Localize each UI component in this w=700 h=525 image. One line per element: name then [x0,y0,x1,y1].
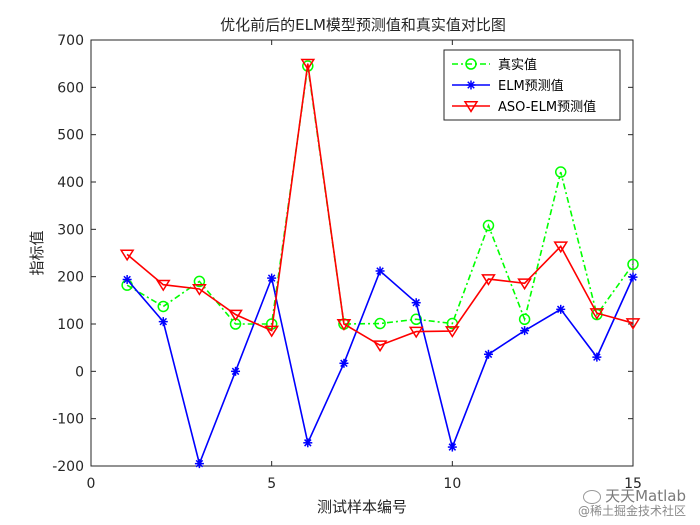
data-point [303,438,313,448]
legend-entry: ASO-ELM预测值 [452,99,596,115]
x-axis-label: 测试样本编号 [317,498,407,516]
y-tick-label: 300 [57,222,84,238]
data-point [444,326,460,338]
data-point [627,258,639,271]
data-point [556,304,566,314]
watermark-line1: 天天Matlab [605,487,686,505]
legend-marker [466,80,476,90]
data-point [625,318,641,330]
data-point [122,275,132,285]
x-tick-label: 15 [624,476,642,492]
watermark-line2: @稀土掘金技术社区 [577,504,686,518]
legend-marker [463,101,479,113]
data-point [155,279,171,292]
data-point [231,366,241,376]
y-tick-label: 600 [57,80,84,96]
data-point [628,272,638,282]
x-tick-label: 5 [267,476,276,492]
data-point [374,317,386,330]
series-line [126,63,634,347]
data-point [302,60,314,72]
x-tick-label: 0 [87,476,96,492]
data-point [408,326,424,339]
data-point [228,309,243,322]
chart-title: 优化前后的ELM模型预测值和真实值对比图 [220,16,506,34]
data-point [554,166,567,178]
data-point [300,58,316,71]
data-point [520,326,530,336]
data-point [553,241,569,254]
data-point [482,219,495,232]
data-point [410,313,422,326]
data-point [158,317,168,327]
data-point [339,358,349,368]
y-tick-label: 200 [57,270,84,286]
data-point [192,284,207,296]
legend-marker [465,58,477,70]
watermark: 天天Matlab @稀土掘金技术社区 [578,489,686,519]
y-tick-label: 500 [57,128,84,144]
legend-label: ELM预测值 [498,78,564,94]
data-point [517,278,532,291]
y-tick-label: 0 [75,364,84,380]
legend-label: 真实值 [498,57,537,73]
legend: 真实值 ELM预测值 ASO-ELM预测值 [443,49,621,121]
legend-entry: 真实值 [452,57,537,73]
series-1 [122,266,638,469]
data-point [518,313,531,326]
data-point [336,319,352,331]
data-point [589,308,605,320]
data-point [157,300,170,313]
legend-label: ASO-ELM预测值 [498,99,596,115]
data-point [194,459,204,469]
data-point [193,275,206,288]
data-point [483,349,493,359]
y-tick-label: -200 [52,459,84,475]
legend-entry: ELM预测值 [452,78,564,94]
data-point [411,298,421,308]
data-point [481,274,496,286]
data-point [119,249,135,262]
data-point [592,352,602,362]
y-tick-label: -100 [52,412,84,428]
data-point [267,273,277,283]
data-point [264,325,280,338]
y-tick-label: 100 [57,317,84,333]
data-point [447,442,457,452]
y-tick-label: 700 [57,33,84,49]
series-2 [119,58,641,353]
y-tick-label: 400 [57,175,84,191]
wechat-icon [583,489,602,504]
y-axis-label: 指标值 [28,230,46,275]
data-point [375,266,385,276]
data-point [372,340,388,353]
x-tick-label: 10 [443,476,461,492]
